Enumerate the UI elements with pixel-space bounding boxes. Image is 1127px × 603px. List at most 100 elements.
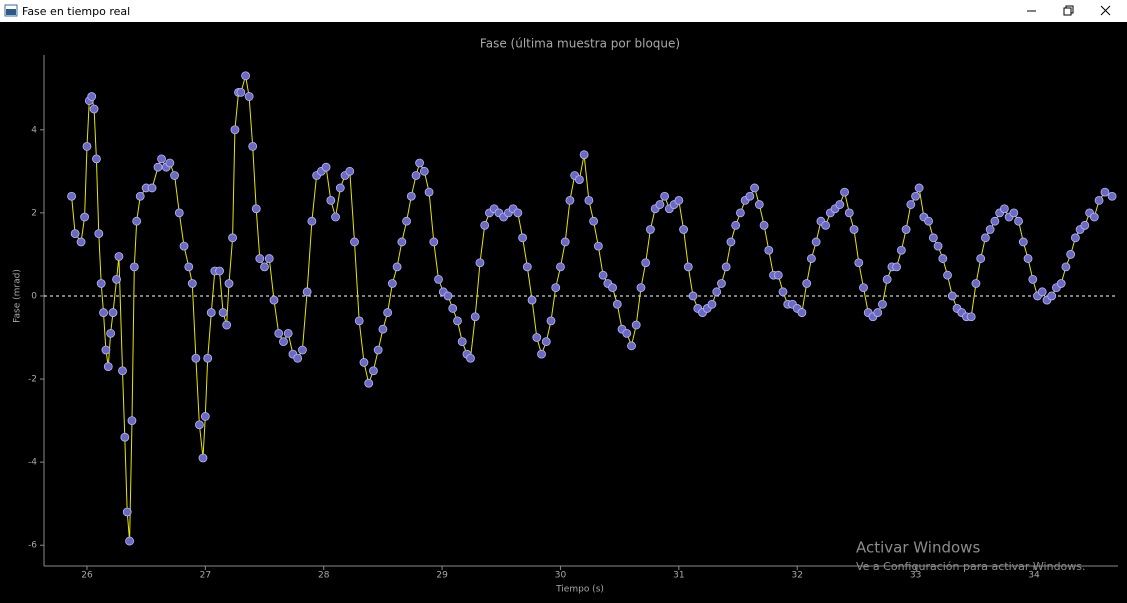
data-point bbox=[1047, 291, 1057, 301]
data-point bbox=[1009, 208, 1019, 218]
data-point bbox=[260, 262, 269, 272]
data-point bbox=[153, 162, 163, 172]
data-point bbox=[255, 254, 265, 263]
y-tick-label: 0 bbox=[31, 291, 37, 301]
data-point bbox=[928, 233, 938, 243]
data-point bbox=[892, 262, 902, 272]
data-point bbox=[475, 258, 485, 268]
data-point bbox=[215, 266, 224, 276]
data-point bbox=[76, 237, 86, 247]
data-point bbox=[122, 507, 132, 517]
data-point bbox=[448, 304, 458, 313]
data-point bbox=[608, 283, 617, 293]
data-point bbox=[402, 216, 411, 226]
data-point bbox=[264, 254, 274, 263]
data-point bbox=[114, 252, 124, 261]
data-point bbox=[70, 229, 80, 239]
y-tick-label: 2 bbox=[31, 208, 37, 218]
data-point bbox=[307, 216, 317, 226]
data-point bbox=[807, 254, 816, 263]
x-tick-label: 30 bbox=[555, 571, 567, 581]
data-point bbox=[191, 353, 201, 363]
data-point bbox=[480, 220, 490, 230]
data-point bbox=[429, 237, 439, 247]
x-axis-label: Tiempo (s) bbox=[555, 585, 604, 595]
data-point bbox=[470, 312, 480, 322]
data-point bbox=[1107, 191, 1117, 201]
x-tick-label: 34 bbox=[1028, 571, 1040, 581]
data-point bbox=[655, 200, 665, 209]
x-tick-label: 31 bbox=[673, 571, 684, 581]
data-point bbox=[279, 337, 288, 347]
data-point bbox=[764, 245, 774, 255]
data-point bbox=[222, 320, 232, 330]
data-point bbox=[556, 262, 565, 272]
data-point bbox=[1100, 187, 1110, 197]
x-tick-label: 26 bbox=[81, 571, 93, 581]
data-point bbox=[269, 295, 279, 305]
data-point bbox=[622, 328, 632, 338]
data-point bbox=[383, 308, 393, 317]
data-point bbox=[646, 225, 655, 234]
data-point bbox=[129, 262, 139, 272]
data-point bbox=[721, 262, 731, 272]
data-point bbox=[184, 262, 194, 272]
data-point bbox=[631, 320, 641, 330]
data-point bbox=[120, 432, 130, 442]
data-point bbox=[589, 216, 599, 226]
data-point bbox=[938, 254, 948, 263]
data-point bbox=[1018, 237, 1028, 247]
x-tick-label: 33 bbox=[910, 571, 921, 581]
data-point bbox=[947, 291, 957, 301]
data-point bbox=[1037, 287, 1047, 297]
data-point bbox=[896, 245, 906, 255]
data-point bbox=[96, 279, 106, 288]
data-point bbox=[419, 166, 429, 176]
data-point bbox=[406, 191, 416, 201]
data-point bbox=[1070, 233, 1080, 243]
close-button[interactable] bbox=[1100, 5, 1111, 16]
x-tick-label: 32 bbox=[791, 571, 802, 581]
data-point bbox=[106, 328, 116, 338]
data-point bbox=[1014, 216, 1023, 226]
data-point bbox=[92, 154, 101, 164]
data-point bbox=[811, 237, 821, 247]
data-point bbox=[598, 270, 608, 280]
data-point bbox=[87, 92, 97, 101]
data-point bbox=[203, 353, 213, 363]
data-point bbox=[943, 270, 952, 280]
watermark-title: Activar Windows bbox=[856, 539, 980, 557]
data-point bbox=[518, 233, 527, 243]
data-point bbox=[985, 225, 995, 234]
data-point bbox=[641, 258, 651, 268]
data-point bbox=[683, 262, 693, 272]
data-point bbox=[1066, 250, 1076, 259]
data-point bbox=[302, 287, 312, 297]
data-point bbox=[882, 274, 892, 284]
restore-button[interactable] bbox=[1063, 5, 1074, 16]
data-point bbox=[726, 237, 736, 247]
data-point bbox=[392, 262, 402, 272]
data-point bbox=[1080, 220, 1090, 230]
data-point bbox=[274, 328, 284, 338]
data-point bbox=[1028, 274, 1038, 284]
data-point bbox=[754, 200, 764, 209]
data-point bbox=[283, 328, 293, 338]
data-point bbox=[522, 262, 532, 272]
data-point bbox=[565, 196, 575, 205]
data-point bbox=[397, 237, 407, 247]
data-point bbox=[976, 254, 986, 263]
data-point bbox=[773, 270, 783, 280]
data-point bbox=[457, 337, 467, 347]
data-point bbox=[118, 366, 127, 376]
data-point bbox=[244, 92, 254, 101]
data-point bbox=[660, 191, 670, 201]
data-point bbox=[849, 225, 859, 234]
data-point bbox=[466, 353, 475, 363]
data-point bbox=[560, 237, 570, 247]
data-point bbox=[537, 349, 546, 359]
data-point bbox=[731, 220, 741, 230]
data-point bbox=[135, 191, 145, 201]
data-point bbox=[835, 200, 845, 209]
